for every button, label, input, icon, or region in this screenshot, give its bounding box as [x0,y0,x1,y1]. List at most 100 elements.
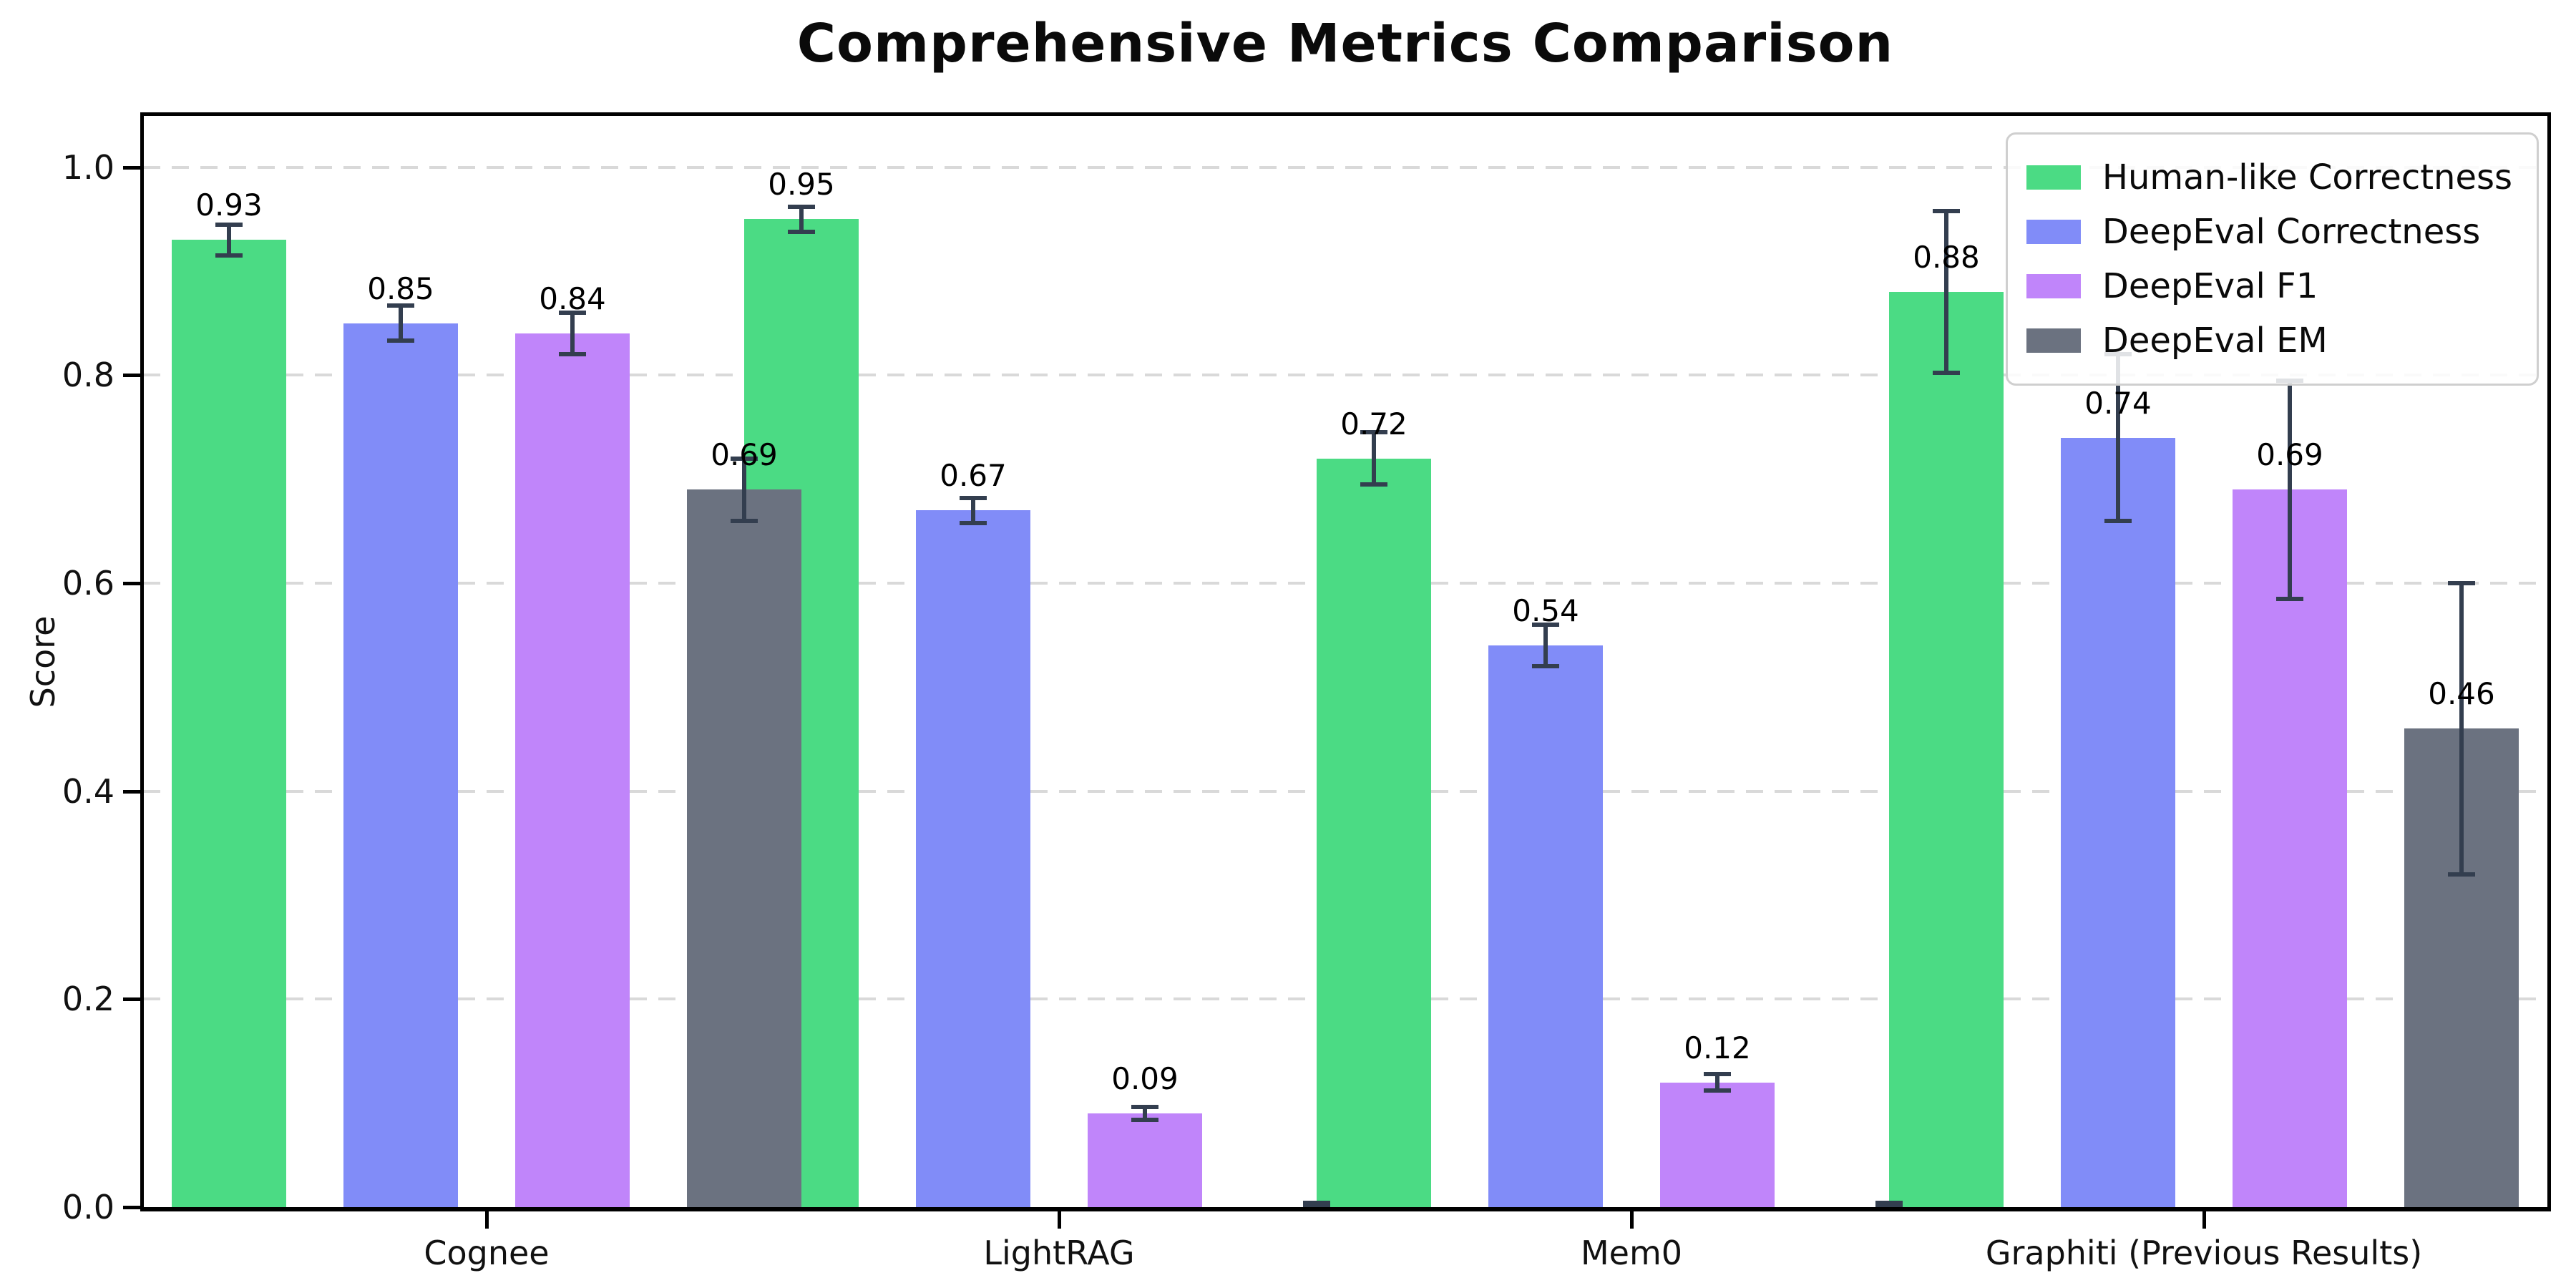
legend-swatch [2026,220,2081,244]
error-bar-cap-bottom [387,338,414,343]
error-bar [227,224,231,256]
x-tick-label: Mem0 [1580,1234,1683,1272]
error-bar [1543,625,1548,667]
y-tick-label: 0.0 [62,1188,114,1226]
error-bar-cap-top [215,222,243,227]
error-bar-cap-top [960,495,987,500]
y-tick [123,789,140,794]
x-tick-label: Cognee [424,1234,550,1272]
bar-deepeval-f1 [1088,1113,1202,1207]
x-tick [485,1211,489,1229]
chart-title: Comprehensive Metrics Comparison [796,13,1894,74]
error-bar-cap-bottom [2448,872,2475,877]
x-tick [2202,1211,2206,1229]
bar-value-label: 0.12 [1684,1030,1751,1065]
error-bar-cap-bottom [960,520,987,525]
bar-value-label: 0.67 [940,458,1007,494]
y-tick-label: 0.6 [62,564,114,602]
error-bar-cap-bottom [788,229,815,234]
error-bar-cap-bottom [1131,1117,1158,1122]
bar-value-label: 0.69 [711,437,778,473]
bar-deepeval-em [687,489,801,1207]
bar-deepeval-correctness [343,323,458,1207]
x-tick [1058,1211,1061,1229]
legend-swatch [2026,165,2081,190]
legend-item: DeepEval EM [2026,313,2512,368]
error-bar-cap-top [2448,581,2475,585]
gridline [143,165,2547,169]
legend-swatch [2026,328,2081,353]
y-tick-label: 1.0 [62,147,114,187]
bar-value-label: 0.85 [367,270,434,306]
bar-human-like-correctness [1889,292,2004,1207]
legend-label: DeepEval F1 [2102,266,2318,306]
error-bar-cap-top [1303,1201,1330,1206]
bar-value-label: 0.88 [1913,240,1980,275]
error-bar-cap-bottom [731,518,758,523]
x-tick-label: Graphiti (Previous Results) [1985,1234,2423,1272]
error-bar-cap-bottom [559,352,586,357]
error-bar [2459,583,2464,874]
error-bar [2288,380,2292,599]
error-bar-cap-top [788,204,815,209]
bar-deepeval-f1 [1660,1082,1775,1207]
bar-value-label: 0.72 [1340,406,1407,441]
gridline [143,374,2547,377]
error-bar-cap-bottom [1704,1088,1731,1093]
bar-value-label: 0.54 [1512,593,1579,629]
bar-deepeval-f1 [515,333,630,1207]
y-tick-label: 0.4 [62,771,114,811]
y-tick [123,1206,140,1209]
y-tick [123,997,140,1002]
y-tick [123,582,140,585]
y-tick [123,374,140,378]
left-spine [140,115,144,1207]
x-tick [1630,1211,1634,1229]
error-bar-cap-bottom [1360,482,1387,487]
y-tick [123,165,140,170]
error-bar [742,458,746,521]
bar-value-label: 0.09 [1111,1061,1179,1097]
error-bar [1944,210,1948,374]
y-tick-label: 0.2 [62,980,114,1019]
error-bar [1372,432,1376,484]
error-bar-cap-bottom [2104,518,2132,523]
legend: Human-like Correctness DeepEval Correctne… [2005,132,2539,386]
error-bar-cap-top [559,311,586,316]
error-bar-cap-top [1704,1071,1731,1076]
y-tick-label: 0.8 [62,356,114,395]
error-bar-cap-bottom [2276,596,2303,601]
plot-area: 0.93 0.95 0.72 0.88 0.85 0.67 0.54 0.74 0.84 0.09… [143,115,2547,1209]
error-bar-cap-bottom [1532,664,1559,669]
error-bar-cap-top [387,303,414,308]
error-bar [1715,1073,1719,1091]
error-bar-cap-top [731,456,758,461]
x-tick-label: LightRAG [983,1234,1135,1272]
bar-value-label: 0.46 [2428,676,2495,712]
legend-item: Human-like Correctness [2026,150,2512,205]
error-bar [399,305,403,341]
error-bar-cap-top [1933,208,1960,213]
legend-label: Human-like Correctness [2102,157,2512,197]
bar-value-label: 0.95 [768,167,835,203]
legend-label: DeepEval EM [2102,321,2328,361]
error-bar [971,497,975,523]
error-bar-cap-top [1360,430,1387,435]
bar-deepeval-f1 [2233,489,2347,1207]
bar-deepeval-correctness [2061,437,2175,1207]
legend-item: DeepEval Correctness [2026,205,2512,259]
top-spine [140,112,2551,116]
error-bar-cap-bottom [215,253,243,258]
bar-human-like-correctness [1317,458,1431,1207]
legend-swatch [2026,274,2081,298]
legend-item: DeepEval F1 [2026,259,2512,313]
error-bar [2116,354,2120,521]
bar-value-label: 0.74 [2084,385,2152,421]
right-spine [2547,115,2551,1211]
error-bar-cap-bottom [1933,371,1960,376]
bar-human-like-correctness [172,240,286,1207]
bar-value-label: 0.69 [2256,437,2323,473]
error-bar [799,206,804,232]
error-bar-cap-top [1875,1201,1903,1206]
